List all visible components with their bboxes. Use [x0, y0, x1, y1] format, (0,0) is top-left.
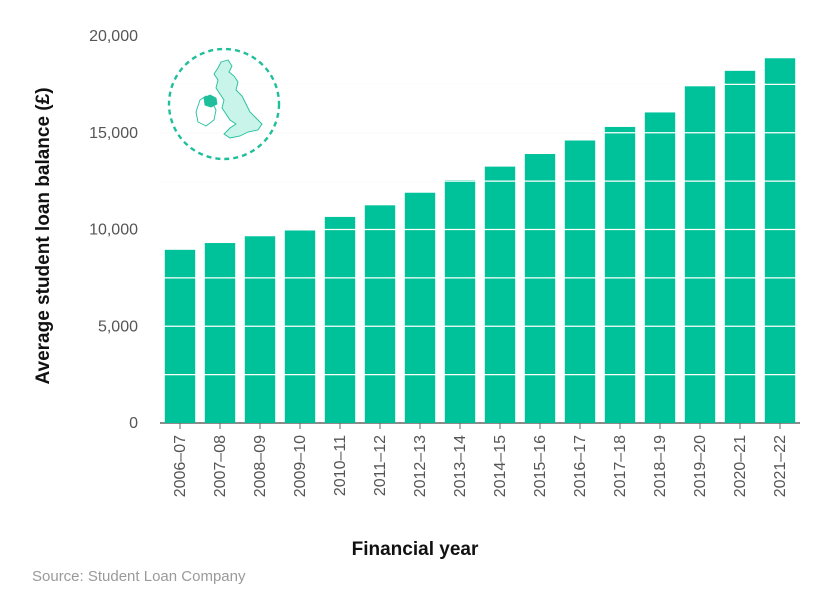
y-tick-labels: 0 5,000 10,000 15,000 20,000 — [89, 28, 138, 432]
bar — [604, 126, 636, 423]
x-tick-label: 2012–13 — [412, 435, 429, 497]
x-tick-label: 2007–08 — [212, 435, 229, 497]
x-tick-labels: 2006–07 2007–08 2008–09 2009–10 2010–11 2011–… — [172, 423, 789, 497]
bar — [524, 154, 556, 423]
y-axis-title: Average student loan balance (£) — [33, 87, 54, 384]
x-tick-label: 2013–14 — [452, 435, 469, 497]
y-tick-label: 0 — [129, 415, 138, 432]
uk-map-icon — [167, 47, 281, 161]
x-tick-label: 2017–18 — [612, 435, 629, 497]
northern-ireland-shape — [203, 94, 218, 108]
x-tick-label: 2019–20 — [692, 435, 709, 497]
x-tick-label: 2015–16 — [532, 435, 549, 497]
map-circle-outline — [167, 47, 281, 161]
gridline-overlay — [160, 35, 800, 376]
bar — [364, 205, 396, 423]
bar — [724, 70, 756, 423]
x-axis-title: Financial year — [352, 539, 479, 560]
x-tick-label: 2009–10 — [292, 435, 309, 497]
x-tick-label: 2010–11 — [332, 435, 349, 496]
bar — [444, 180, 476, 423]
bar — [324, 216, 356, 423]
x-tick-label: 2008–09 — [252, 435, 269, 497]
source-note: Source: Student Loan Company — [32, 568, 246, 585]
x-tick-label: 2011–12 — [372, 435, 389, 496]
bars-layer — [164, 58, 796, 424]
x-tick-label: 2014–15 — [492, 435, 509, 497]
bar — [484, 166, 516, 424]
x-tick-label: 2021–22 — [772, 435, 789, 497]
y-tick-label: 15,000 — [89, 125, 138, 142]
bar — [564, 140, 596, 424]
y-tick-label: 5,000 — [98, 318, 138, 335]
y-tick-label: 10,000 — [89, 222, 138, 239]
x-tick-label: 2020–21 — [732, 435, 749, 497]
bar — [764, 58, 796, 423]
x-tick-label: 2016–17 — [572, 435, 589, 497]
bar — [164, 249, 196, 423]
bar — [244, 236, 276, 423]
bar — [684, 86, 716, 423]
bar — [404, 192, 436, 423]
great-britain-shape — [213, 59, 263, 139]
y-tick-label: 20,000 — [89, 28, 138, 45]
bar — [644, 112, 676, 424]
x-tick-label: 2006–07 — [172, 435, 189, 497]
bar — [204, 243, 236, 423]
x-tick-label: 2018–19 — [652, 435, 669, 497]
